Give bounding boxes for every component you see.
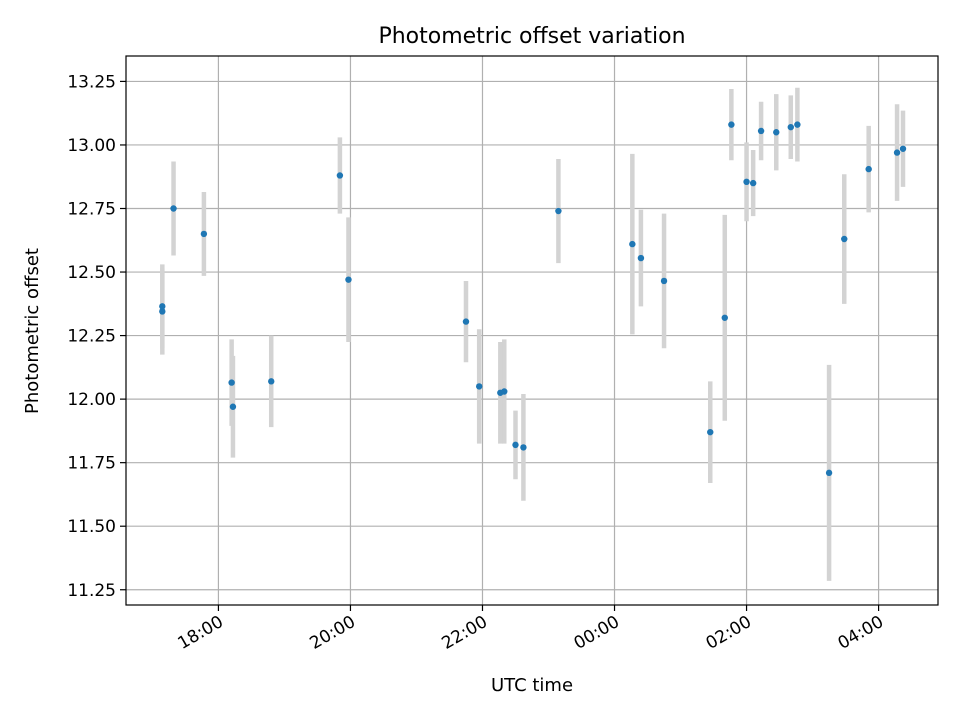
y-tick-label: 12.75	[67, 200, 116, 220]
data-point	[229, 403, 237, 410]
data-point	[707, 428, 714, 436]
x-tick-label: 02:00	[703, 612, 755, 654]
data-point	[660, 277, 668, 285]
y-tick-label: 11.75	[67, 454, 116, 474]
data-point	[637, 254, 645, 262]
data-point	[170, 205, 177, 212]
x-tick-label: 22:00	[439, 612, 491, 654]
data-point	[749, 179, 757, 187]
data-point	[865, 165, 872, 173]
plot-frame	[125, 55, 939, 606]
x-tick-label: 20:00	[307, 612, 359, 654]
data-point	[757, 127, 765, 135]
y-tick-label: 12.50	[67, 263, 116, 283]
data-point	[268, 378, 275, 385]
data-point	[787, 123, 794, 131]
y-tick-label: 13.25	[67, 72, 116, 92]
data-point	[159, 303, 166, 310]
data-point	[773, 129, 780, 136]
data-point	[899, 145, 907, 152]
data-point	[345, 276, 352, 283]
data-point	[512, 441, 519, 449]
x-tick-label: 00:00	[571, 612, 623, 654]
x-tick-label: 18:00	[174, 612, 226, 654]
y-tick-label: 11.25	[67, 581, 116, 601]
data-point	[629, 240, 636, 248]
data-point	[462, 318, 470, 325]
y-tick-label: 12.25	[67, 327, 116, 347]
chart-title: Photometric offset variation	[378, 24, 685, 49]
data-point	[794, 121, 801, 128]
data-point	[728, 121, 735, 128]
y-axis-label: Photometric offset	[22, 248, 43, 414]
data-point	[501, 388, 508, 395]
grid-layer	[126, 56, 938, 605]
data-point	[520, 444, 527, 451]
data-point	[475, 383, 483, 390]
data-point	[893, 149, 901, 156]
data-point	[200, 230, 208, 238]
data-point	[743, 178, 750, 186]
error-bar-layer	[160, 87, 906, 581]
data-point	[228, 379, 235, 386]
data-point	[841, 235, 848, 243]
tick-layer: 18:00 20:00 22:00 00:00 02:00 04:00 11.25 11.50…	[67, 72, 887, 653]
data-point	[825, 469, 833, 477]
y-tick-label: 11.50	[67, 517, 116, 537]
x-tick-label: 04:00	[835, 612, 887, 654]
data-point	[721, 314, 728, 321]
y-tick-label: 12.00	[67, 390, 116, 410]
data-point	[555, 207, 562, 215]
data-point-layer	[159, 121, 907, 477]
data-point	[159, 308, 166, 315]
data-point	[336, 172, 344, 179]
x-axis-label: UTC time	[491, 675, 573, 696]
y-tick-label: 13.00	[67, 136, 116, 156]
